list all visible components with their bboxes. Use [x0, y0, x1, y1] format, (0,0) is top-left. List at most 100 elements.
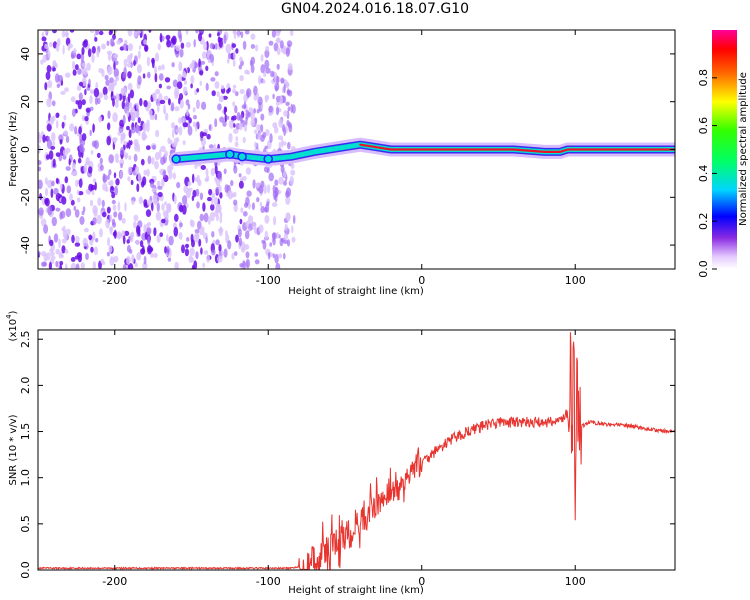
spectrogram-noise-blob — [203, 250, 209, 255]
spectrogram-noise-blob — [223, 34, 227, 44]
spectrogram-noise-blob — [174, 261, 179, 269]
spectrogram-noise-blob — [219, 211, 223, 217]
spectrogram-noise-blob — [71, 162, 76, 170]
spectrogram-noise-blob — [190, 83, 193, 89]
spectrogram-noise-blob — [289, 175, 294, 185]
spectrogram-noise-blob — [199, 70, 204, 76]
colorbar-tick-label: 0.8 — [697, 69, 710, 87]
spectrogram-noise-blob — [128, 129, 132, 139]
spectrogram-noise-blob — [196, 88, 200, 93]
spectrogram-noise-blob — [210, 167, 216, 176]
spectrogram-noise-blob — [154, 113, 158, 121]
spectrogram-noise-blob — [275, 30, 281, 37]
spectrogram-noise-blob — [109, 77, 114, 84]
spectrogram-noise-blob — [147, 246, 154, 253]
spectrogram-noise-blob — [264, 230, 269, 240]
spectrogram-noise-blob — [135, 142, 138, 149]
spectrogram-noise-blob — [274, 179, 279, 186]
spectrogram-noise-blob — [126, 110, 130, 117]
spectrogram-noise-blob — [254, 141, 257, 149]
spectrogram-noise-blob — [242, 211, 248, 217]
spectrogram-noise-blob — [208, 188, 213, 196]
spectrogram-noise-blob — [55, 120, 59, 129]
spectrogram-noise-blob — [133, 153, 138, 162]
spectrogram-noise-blob — [255, 182, 261, 188]
spectrogram-noise-blob — [138, 196, 143, 204]
spectrogram-x-tick-label: 0 — [418, 274, 425, 287]
spectrogram-noise-blob — [56, 83, 60, 89]
spectrogram-noise-blob — [169, 248, 172, 258]
spectrogram-noise-blob — [64, 72, 71, 78]
spectrogram-noise-blob — [149, 114, 155, 121]
spectrogram-noise-blob — [208, 144, 214, 149]
spectrogram-noise-blob — [256, 109, 260, 114]
spectrogram-noise-blob — [140, 158, 145, 166]
spectrogram-noise-blob — [214, 81, 220, 89]
snr-y-ticks: 0.0 0.5 1.0 1.5 2.0 2.5 — [19, 330, 675, 579]
spectrogram-noise-blob — [148, 30, 152, 33]
spectrogram-noise-blob — [39, 193, 42, 201]
spectrogram-noise-blob — [255, 44, 259, 52]
snr-y-tick-label: 0.5 — [19, 515, 32, 533]
spectrogram-noise-blob — [234, 141, 239, 148]
spectrogram-noise-blob — [157, 65, 162, 71]
spectrogram-noise-blob — [166, 203, 172, 214]
spectrogram-noise-blob — [158, 73, 164, 81]
spectrogram-noise-blob — [165, 112, 169, 121]
spectrogram-noise-blob — [120, 147, 125, 156]
spectrogram-noise-blob — [195, 121, 200, 128]
spectrogram-noise-blob — [158, 83, 162, 89]
spectrogram-noise-blob — [172, 128, 175, 139]
spectrogram-noise-blob — [133, 221, 137, 229]
spectrogram-noise-blob — [81, 133, 87, 142]
spectrogram-noise-blob — [245, 220, 250, 228]
spectrogram-noise-blob — [139, 240, 144, 248]
snr-y-tick-label: 1.5 — [19, 423, 32, 441]
spectrogram-noise-blob — [124, 152, 129, 159]
spectrogram-y-tick-label: -20 — [19, 188, 32, 206]
spectrogram-noise-blob — [49, 41, 53, 48]
spectrogram-noise-blob — [218, 38, 223, 48]
spectrogram-noise-blob — [174, 106, 180, 112]
spectrogram-noise-blob — [223, 168, 227, 175]
spectrogram-noise-blob — [193, 39, 196, 48]
spectrogram-noise-blob — [200, 247, 203, 255]
spectrogram-noise-blob — [116, 39, 121, 45]
spectrogram-noise-blob — [184, 79, 187, 85]
spectrogram-noise-blob — [199, 131, 204, 139]
spectrogram-noise-blob — [286, 213, 291, 222]
spectrogram-noise-blob — [245, 167, 251, 175]
spectrogram-noise-blob — [214, 161, 217, 167]
spectrogram-noise-blob — [182, 195, 188, 205]
spectrogram-y-tick-label: -40 — [19, 236, 32, 254]
spectrogram-noise-blob — [179, 99, 184, 109]
spectrogram-noise-blob — [53, 187, 59, 195]
spectrogram-noise-blob — [136, 252, 142, 261]
spectrogram-noise-blob — [267, 251, 271, 260]
spectrogram-noise-blob — [117, 201, 121, 212]
spectrogram-noise-blob — [203, 41, 208, 51]
spectrogram-noise-blob — [155, 88, 161, 95]
spectrogram-noise-blob — [223, 248, 228, 258]
spectrogram-noise-blob — [52, 30, 57, 34]
spectrogram-noise-blob — [107, 174, 110, 180]
spectrogram-noise-blob — [115, 75, 120, 82]
spectrogram-noise-blob — [161, 64, 165, 71]
spectrogram-noise-blob — [211, 249, 216, 256]
spectrogram-noise-blob — [196, 100, 201, 108]
spectrogram-noise-blob — [70, 199, 75, 206]
spectrogram-noise-blob — [63, 130, 68, 136]
spectrogram-noise-blob — [72, 69, 77, 76]
spectrogram-noise-blob — [112, 112, 118, 123]
spectrogram-noise-blob — [57, 74, 64, 83]
spectrogram-y-axis-label: Frequency (Hz) — [8, 111, 19, 187]
spectrogram-noise-blob — [46, 139, 53, 150]
spectrogram-noise-blob — [120, 163, 123, 169]
spectrogram-noise-blob — [271, 202, 278, 208]
spectrogram-noise-blob — [191, 195, 195, 202]
spectrogram-noise-blob — [42, 134, 46, 143]
spectrogram-noise-blob — [265, 129, 270, 136]
spectrogram-noise-blob — [233, 128, 239, 134]
spectrogram-noise-blob — [171, 142, 178, 148]
